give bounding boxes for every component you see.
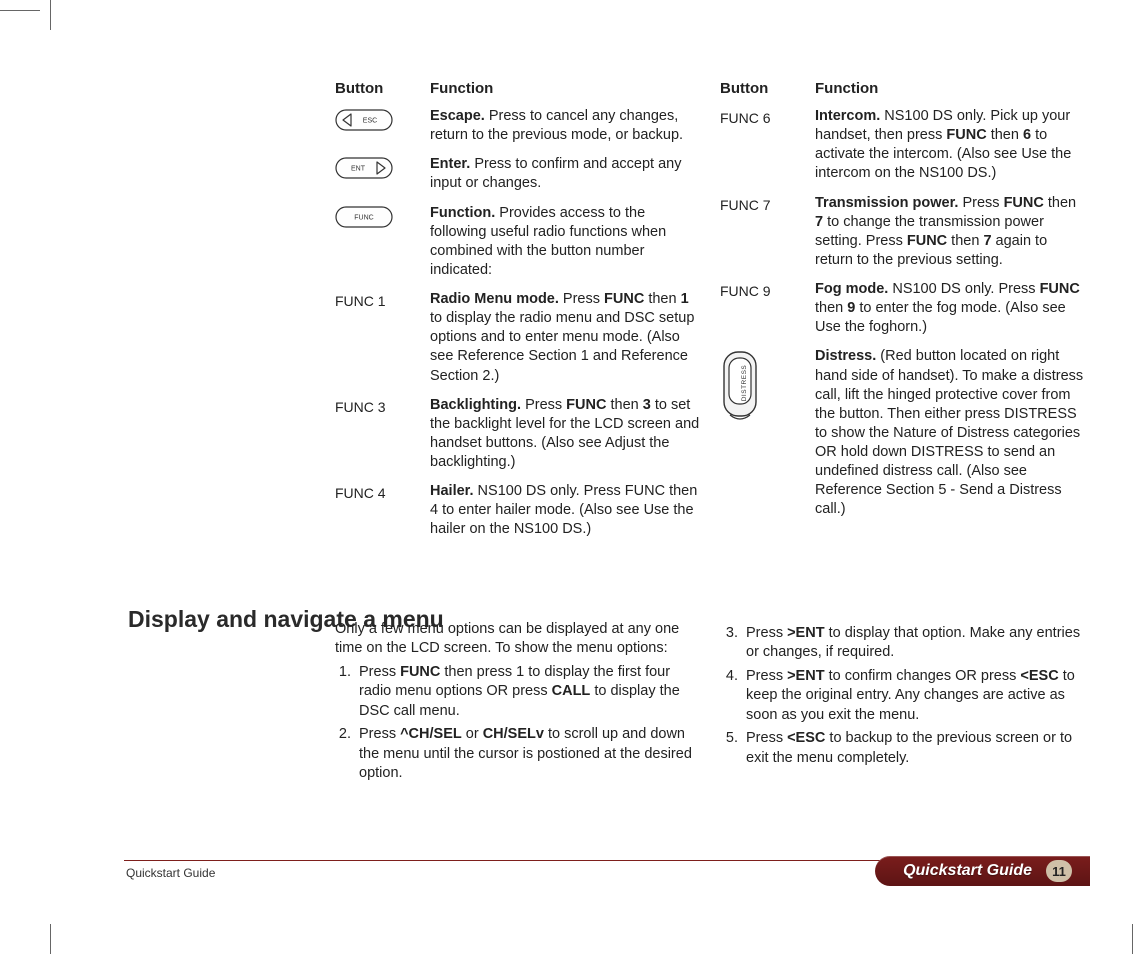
nav-content: Only a few menu options can be displayed…	[335, 620, 1085, 787]
footer-tab: Quickstart Guide 11	[875, 856, 1090, 886]
func-button-icon: FUNC	[335, 206, 393, 232]
functions-tables: Button Function ESC Escape. Press to can…	[335, 80, 1085, 550]
button-cell: ESC	[335, 107, 430, 145]
header-function: Function	[430, 80, 700, 97]
svg-text:DISTRESS: DISTRESS	[741, 365, 748, 402]
nav-steps-left: Press FUNC then press 1 to display the f…	[335, 663, 698, 784]
function-cell: Enter. Press to confirm and accept any i…	[430, 155, 700, 193]
button-cell: FUNC 3	[335, 396, 430, 473]
svg-text:ENT: ENT	[351, 166, 366, 173]
function-cell: Fog mode. NS100 DS only. Press FUNC then…	[815, 280, 1085, 337]
table-row: ESC Escape. Press to cancel any changes,…	[335, 107, 700, 145]
table-row: FUNC 9Fog mode. NS100 DS only. Press FUN…	[720, 280, 1085, 337]
list-item: Press >ENT to confirm changes OR press <…	[742, 667, 1085, 725]
functions-col-right: Button Function FUNC 6Intercom. NS100 DS…	[720, 80, 1085, 550]
list-item: Press >ENT to display that option. Make …	[742, 624, 1085, 663]
button-cell: ENT	[335, 155, 430, 193]
list-item: Press <ESC to backup to the previous scr…	[742, 729, 1085, 768]
nav-intro: Only a few menu options can be displayed…	[335, 620, 698, 659]
function-cell: Radio Menu mode. Press FUNC then 1 to di…	[430, 290, 700, 386]
function-cell: Escape. Press to cancel any changes, ret…	[430, 107, 700, 145]
functions-col-left: Button Function ESC Escape. Press to can…	[335, 80, 700, 550]
header-button: Button	[335, 80, 430, 97]
table-row: FUNC 6Intercom. NS100 DS only. Pick up y…	[720, 107, 1085, 184]
list-item: Press ^CH/SEL or CH/SELv to scroll up an…	[355, 725, 698, 783]
nav-col-left: Only a few menu options can be displayed…	[335, 620, 698, 787]
svg-text:ESC: ESC	[363, 118, 377, 125]
page-footer: Quickstart Guide Quickstart Guide 11	[70, 856, 1090, 896]
function-cell: Intercom. NS100 DS only. Pick up your ha…	[815, 107, 1085, 184]
footer-left-text: Quickstart Guide	[126, 866, 215, 880]
button-cell: DISTRESS	[720, 347, 815, 519]
page-number: 11	[1046, 860, 1072, 882]
button-cell: FUNC	[335, 204, 430, 281]
table-row: FUNC 3Backlighting. Press FUNC then 3 to…	[335, 396, 700, 473]
table-row: FUNC Function. Provides access to the fo…	[335, 204, 700, 281]
page: Button Function ESC Escape. Press to can…	[0, 0, 1143, 954]
button-cell: FUNC 1	[335, 290, 430, 386]
button-cell: FUNC 6	[720, 107, 815, 184]
distress-button-icon: DISTRESS	[720, 349, 760, 429]
list-item: Press FUNC then press 1 to display the f…	[355, 663, 698, 721]
table-row: DISTRESS Distress. (Red button located o…	[720, 347, 1085, 519]
function-cell: Function. Provides access to the followi…	[430, 204, 700, 281]
function-cell: Distress. (Red button located on right h…	[815, 347, 1085, 519]
table-row: FUNC 1Radio Menu mode. Press FUNC then 1…	[335, 290, 700, 386]
table-row: FUNC 7Transmission power. Press FUNC the…	[720, 194, 1085, 271]
button-cell: FUNC 9	[720, 280, 815, 337]
svg-text:FUNC: FUNC	[354, 214, 373, 221]
nav-steps-right: Press >ENT to display that option. Make …	[722, 624, 1085, 768]
function-cell: Hailer. NS100 DS only. Press FUNC then 4…	[430, 482, 700, 539]
function-cell: Transmission power. Press FUNC then 7 to…	[815, 194, 1085, 271]
table-header: Button Function	[720, 80, 1085, 97]
table-header: Button Function	[335, 80, 700, 97]
header-function: Function	[815, 80, 1085, 97]
nav-col-right: Press >ENT to display that option. Make …	[722, 620, 1085, 787]
button-cell: FUNC 4	[335, 482, 430, 539]
footer-tab-text: Quickstart Guide	[903, 862, 1032, 880]
esc-button-icon: ESC	[335, 109, 393, 135]
table-row: FUNC 4Hailer. NS100 DS only. Press FUNC …	[335, 482, 700, 539]
table-row: ENT Enter. Press to confirm and accept a…	[335, 155, 700, 193]
ent-button-icon: ENT	[335, 157, 393, 183]
header-button: Button	[720, 80, 815, 97]
button-cell: FUNC 7	[720, 194, 815, 271]
function-cell: Backlighting. Press FUNC then 3 to set t…	[430, 396, 700, 473]
